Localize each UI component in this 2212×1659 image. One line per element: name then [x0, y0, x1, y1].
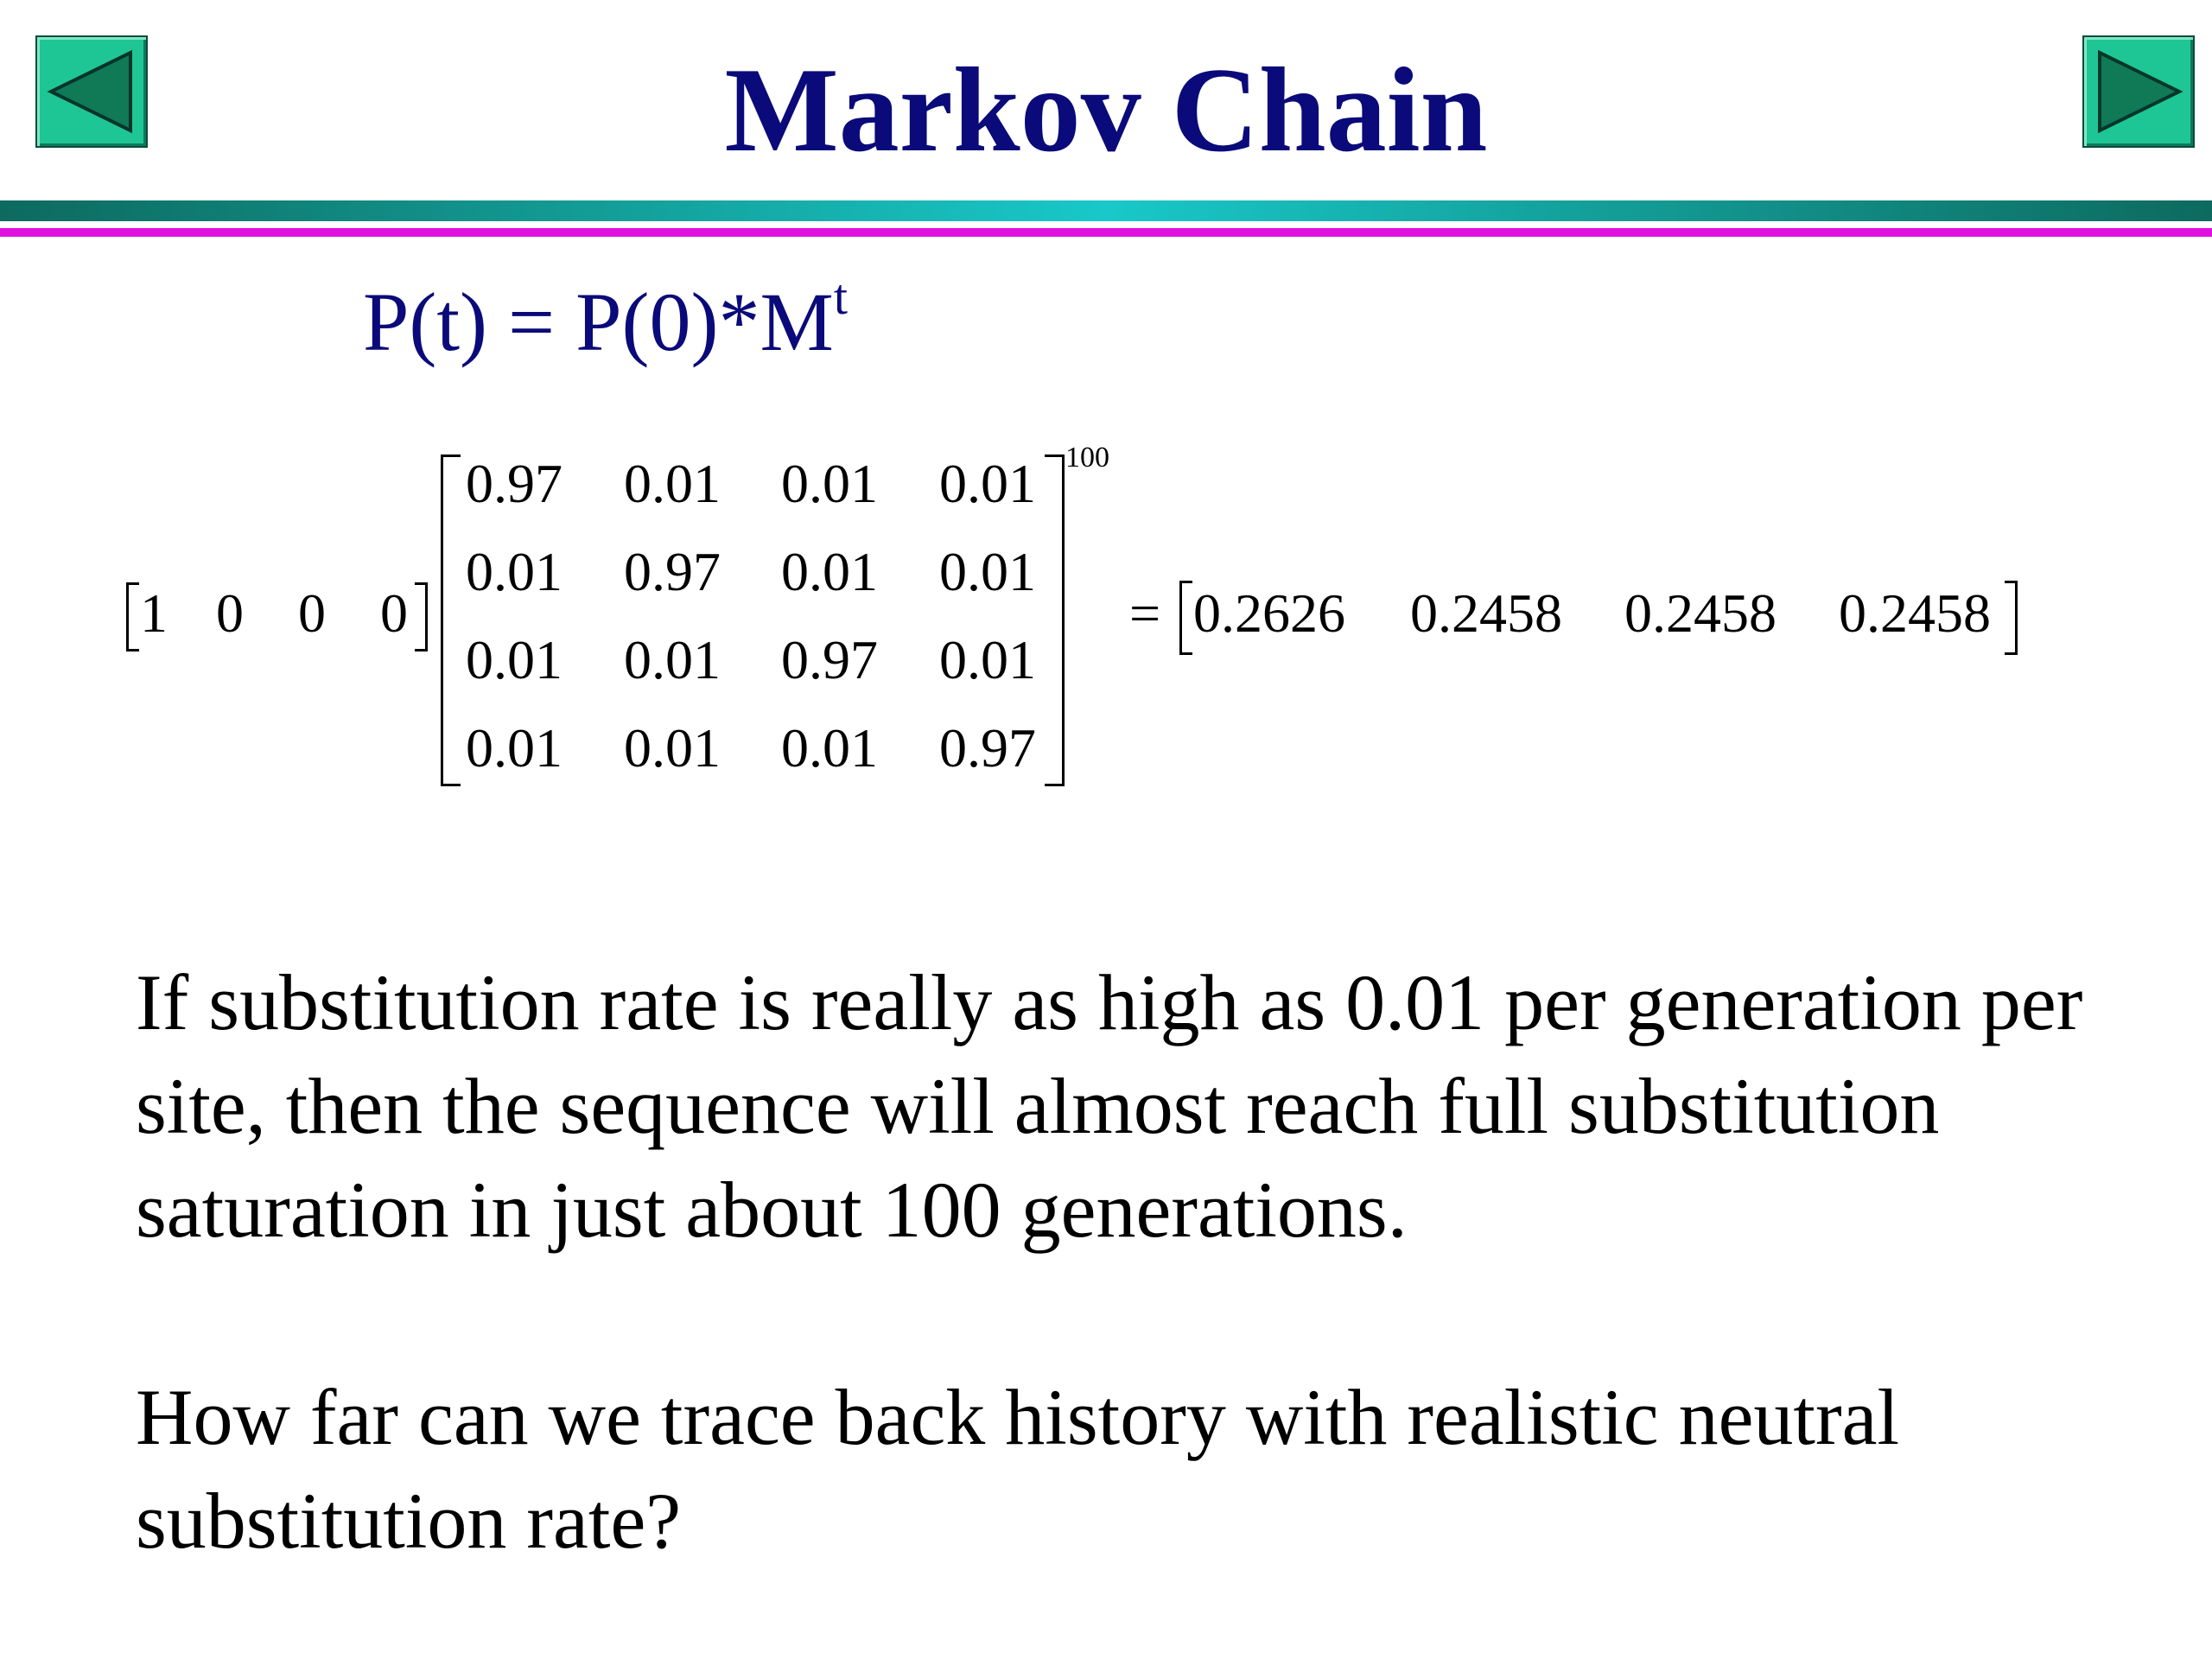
matrix-cell: 0.01: [466, 541, 563, 602]
matrix-cell: 0.97: [781, 629, 878, 690]
triangle-right-icon: [2098, 49, 2183, 134]
row-vector-entry: 0: [298, 582, 326, 644]
result-vector-entry: 0.2458: [1839, 582, 1991, 644]
result-vector-entry: 0.2458: [1624, 582, 1777, 644]
matrix-left-bracket: [441, 454, 461, 786]
matrix-cell: 0.01: [939, 629, 1036, 690]
row-vector-entry: 0: [380, 582, 408, 644]
triangle-left-icon: [47, 49, 132, 134]
matrix-cell: 0.97: [624, 541, 721, 602]
title-divider-line: [0, 228, 2212, 237]
row-vector-entry: 1: [140, 582, 168, 644]
matrix-cell: 0.01: [624, 717, 721, 779]
formula-exponent: t: [833, 269, 848, 325]
matrix-cell: 0.01: [781, 541, 878, 602]
matrix-cell: 0.01: [466, 629, 563, 690]
title-divider-bar: [0, 200, 2212, 221]
result-vector-entry: 0.2458: [1410, 582, 1562, 644]
previous-slide-button[interactable]: [35, 35, 148, 148]
equals-sign: =: [1129, 582, 1161, 644]
row-vector-right-bracket: [415, 582, 428, 652]
matrix-power: 100: [1065, 442, 1109, 474]
matrix-cell: 0.01: [939, 453, 1036, 514]
row-vector-entry: 0: [216, 582, 244, 644]
body-paragraph-substitution-rate: If substitution rate is really as high a…: [136, 958, 2083, 1254]
next-slide-button[interactable]: [2082, 35, 2195, 148]
result-vector-left-bracket: [1179, 581, 1192, 655]
matrix-cell: 0.01: [624, 453, 721, 514]
formula-base: P(t) = P(0)*M: [363, 276, 834, 368]
matrix-cell: 0.01: [939, 541, 1036, 602]
body-paragraph-question: How far can we trace back history with r…: [136, 1373, 1900, 1565]
result-vector-entry: 0.2626: [1193, 582, 1345, 644]
slide-title: Markov Chain: [724, 43, 1488, 177]
matrix-cell: 0.01: [624, 629, 721, 690]
matrix-cell: 0.97: [939, 717, 1036, 779]
matrix-cell: 0.01: [781, 453, 878, 514]
matrix-cell: 0.97: [466, 453, 563, 514]
matrix-cell: 0.01: [781, 717, 878, 779]
matrix-cell: 0.01: [466, 717, 563, 779]
row-vector-left-bracket: [126, 582, 139, 652]
matrix-right-bracket: [1045, 454, 1065, 786]
markov-formula: P(t) = P(0)*Mt: [363, 272, 848, 370]
result-vector-right-bracket: [2005, 581, 2018, 655]
